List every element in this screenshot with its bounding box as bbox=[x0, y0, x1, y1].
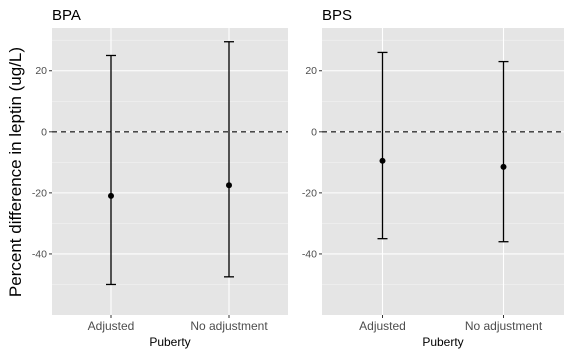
axes: 20 0 -20 -40 Adjusted No adjustment bbox=[32, 65, 269, 333]
y-tick-label: -40 bbox=[32, 248, 47, 260]
panel-title: BPS bbox=[322, 7, 352, 24]
x-axis-title: Puberty bbox=[149, 335, 190, 349]
axes: 20 0 -20 -40 Adjusted No adjustment bbox=[302, 65, 543, 333]
y-axis-title: Percent difference in leptin (ug/L) bbox=[6, 47, 25, 297]
x-tick-label: No adjustment bbox=[465, 319, 543, 333]
x-tick-label: Adjusted bbox=[88, 319, 135, 333]
y-tick-label: 0 bbox=[311, 126, 317, 138]
panel-background bbox=[52, 28, 288, 315]
y-tick-label: -20 bbox=[32, 187, 47, 199]
y-tick-label: 20 bbox=[35, 65, 47, 77]
y-tick-label: -40 bbox=[302, 248, 317, 260]
panel-bpa: 20 0 -20 -40 Adjusted No adjustment BPA Puber… bbox=[32, 7, 288, 349]
marks bbox=[52, 41, 288, 286]
x-tick-label: Adjusted bbox=[359, 319, 406, 333]
estimate-point bbox=[108, 192, 114, 199]
y-tick-label: 20 bbox=[305, 65, 317, 77]
x-axis-title: Puberty bbox=[422, 335, 463, 349]
panel-bps: 20 0 -20 -40 Adjusted No adjustment BPS Puber… bbox=[302, 7, 564, 349]
panel-title: BPA bbox=[52, 7, 81, 24]
estimate-point bbox=[500, 163, 507, 170]
estimate-point bbox=[226, 182, 232, 189]
y-tick-label: 0 bbox=[41, 126, 47, 138]
x-tick-label: No adjustment bbox=[190, 319, 268, 333]
y-tick-label: -20 bbox=[302, 187, 317, 199]
estimate-point bbox=[379, 157, 386, 164]
marks bbox=[322, 51, 564, 243]
panel-background bbox=[322, 28, 564, 315]
